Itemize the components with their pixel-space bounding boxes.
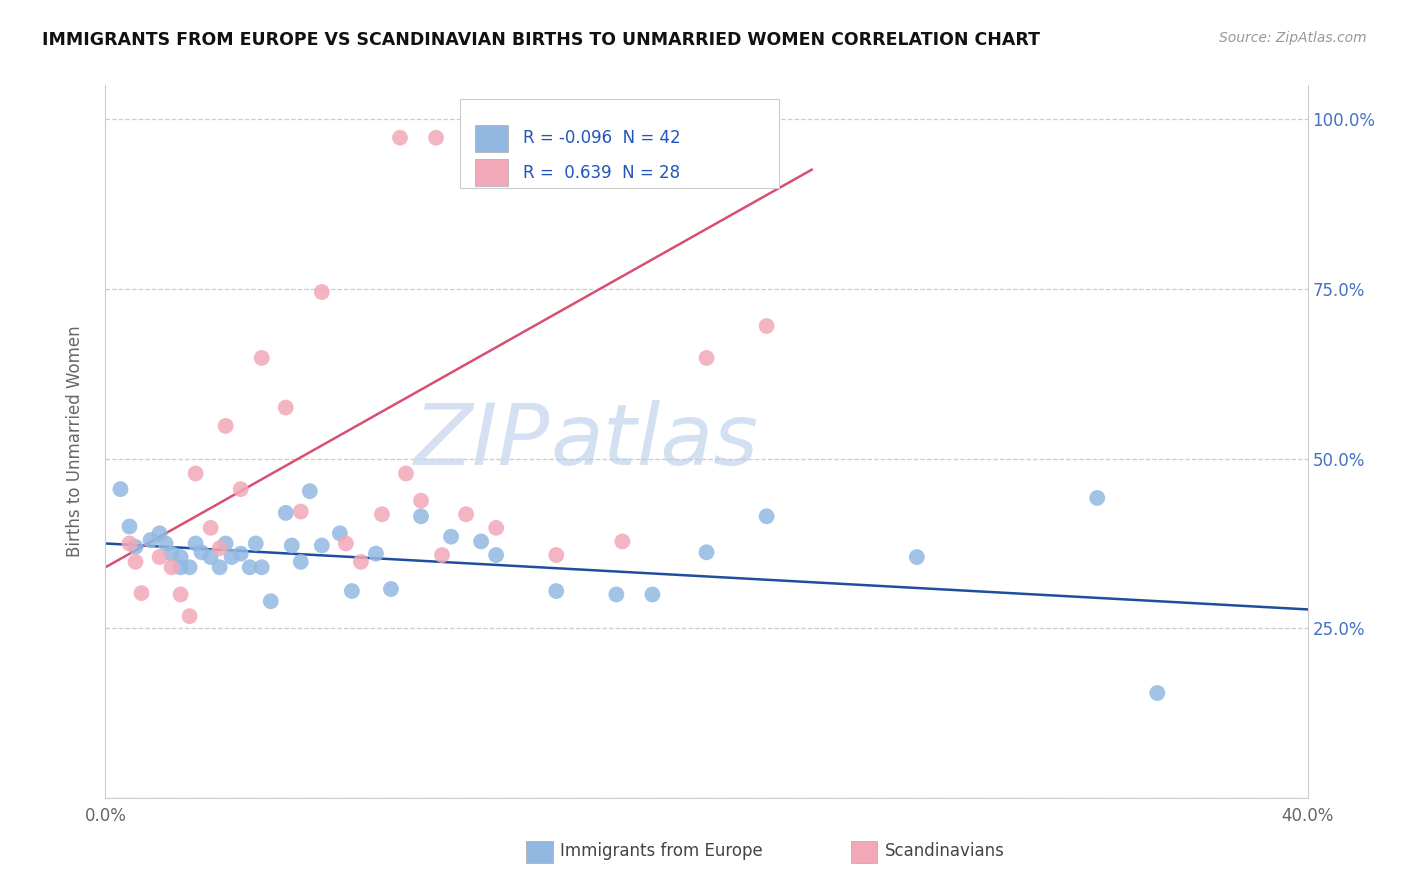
- Point: [239, 560, 262, 574]
- Point: [371, 508, 394, 522]
- Point: [148, 550, 170, 565]
- Text: Scandinavians: Scandinavians: [884, 842, 1004, 860]
- Text: IMMIGRANTS FROM EUROPE VS SCANDINAVIAN BIRTHS TO UNMARRIED WOMEN CORRELATION CHA: IMMIGRANTS FROM EUROPE VS SCANDINAVIAN B…: [42, 31, 1040, 49]
- Point: [250, 351, 273, 365]
- Point: [250, 560, 273, 574]
- FancyBboxPatch shape: [851, 841, 877, 863]
- Point: [298, 484, 321, 499]
- Point: [169, 560, 191, 574]
- Point: [470, 534, 492, 549]
- Point: [395, 467, 418, 481]
- Point: [208, 541, 231, 556]
- Text: Source: ZipAtlas.com: Source: ZipAtlas.com: [1219, 31, 1367, 45]
- Point: [179, 560, 201, 574]
- Point: [1146, 686, 1168, 700]
- Point: [335, 536, 357, 550]
- Point: [409, 493, 432, 508]
- Point: [208, 560, 231, 574]
- Point: [364, 547, 387, 561]
- Point: [148, 526, 170, 541]
- Point: [200, 521, 222, 535]
- Point: [118, 536, 141, 550]
- Point: [641, 587, 664, 601]
- Point: [169, 587, 191, 601]
- Point: [245, 536, 267, 550]
- Point: [290, 555, 312, 569]
- Y-axis label: Births to Unmarried Women: Births to Unmarried Women: [66, 326, 84, 558]
- Point: [190, 545, 212, 559]
- Point: [425, 130, 447, 145]
- FancyBboxPatch shape: [460, 99, 779, 188]
- Point: [124, 540, 146, 554]
- Point: [214, 536, 236, 550]
- Point: [184, 467, 207, 481]
- Point: [329, 526, 352, 541]
- Point: [350, 555, 373, 569]
- Point: [311, 539, 333, 553]
- Point: [311, 285, 333, 299]
- Point: [160, 560, 183, 574]
- Point: [485, 521, 508, 535]
- Point: [200, 550, 222, 565]
- Point: [546, 548, 568, 562]
- Text: atlas: atlas: [550, 400, 758, 483]
- Point: [139, 533, 162, 547]
- Point: [546, 584, 568, 599]
- Point: [440, 530, 463, 544]
- Point: [612, 534, 634, 549]
- Point: [485, 548, 508, 562]
- Point: [409, 509, 432, 524]
- Point: [696, 351, 718, 365]
- Point: [388, 130, 411, 145]
- Point: [160, 547, 183, 561]
- Text: ZIP: ZIP: [413, 400, 550, 483]
- Point: [905, 550, 928, 565]
- Point: [221, 550, 243, 565]
- Text: Immigrants from Europe: Immigrants from Europe: [560, 842, 762, 860]
- Point: [118, 519, 141, 533]
- Point: [605, 587, 627, 601]
- FancyBboxPatch shape: [474, 159, 508, 186]
- Point: [229, 547, 252, 561]
- Point: [281, 539, 304, 553]
- Point: [340, 584, 363, 599]
- Point: [696, 545, 718, 559]
- Point: [184, 536, 207, 550]
- Point: [169, 550, 191, 565]
- Point: [214, 418, 236, 433]
- Point: [155, 536, 177, 550]
- Point: [110, 482, 132, 496]
- Point: [179, 609, 201, 624]
- Point: [430, 548, 453, 562]
- Text: R =  0.639  N = 28: R = 0.639 N = 28: [523, 163, 679, 181]
- FancyBboxPatch shape: [526, 841, 553, 863]
- Point: [131, 586, 153, 600]
- Point: [755, 318, 778, 333]
- Point: [260, 594, 283, 608]
- Point: [274, 506, 297, 520]
- Point: [290, 504, 312, 518]
- Point: [454, 508, 477, 522]
- Point: [755, 509, 778, 524]
- Text: R = -0.096  N = 42: R = -0.096 N = 42: [523, 129, 681, 147]
- FancyBboxPatch shape: [474, 125, 508, 152]
- Point: [124, 555, 146, 569]
- Point: [229, 482, 252, 496]
- Point: [1085, 491, 1108, 505]
- Point: [274, 401, 297, 415]
- Point: [461, 130, 484, 145]
- Point: [380, 582, 402, 596]
